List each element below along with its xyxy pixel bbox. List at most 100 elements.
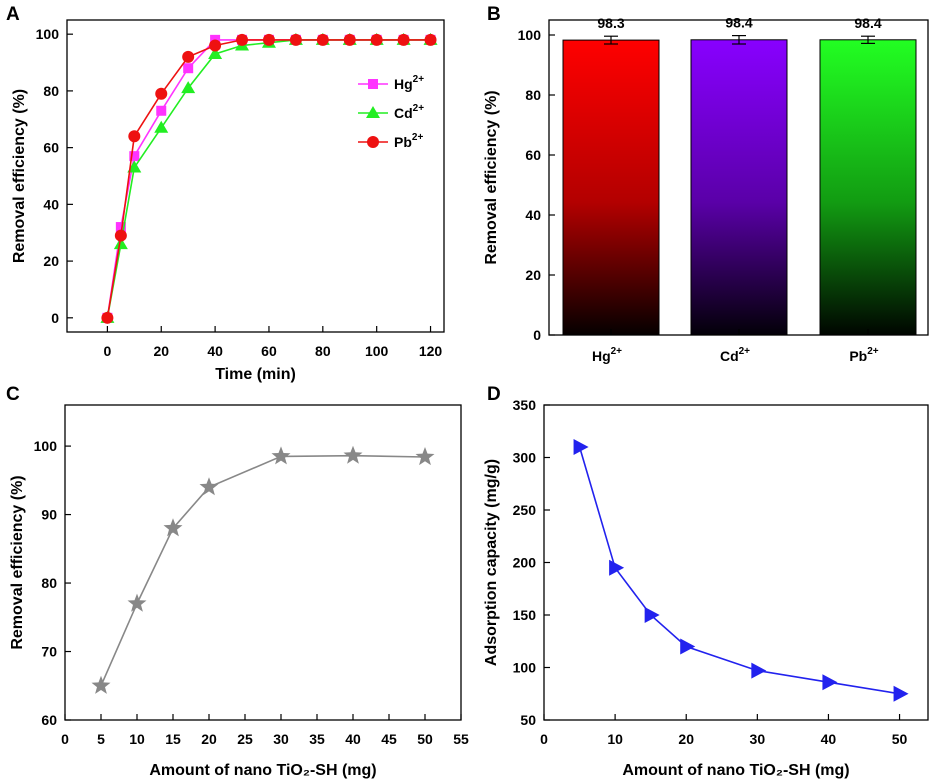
y-tick-label: 300 [513, 450, 537, 466]
panel-c-frame [64, 404, 462, 721]
series-line [100, 454, 426, 687]
x-tick-label-pb-charge: 2+ [867, 346, 879, 357]
data-point-cd [181, 81, 196, 94]
data-point-pb [397, 33, 410, 46]
x-tick-label: 60 [261, 343, 277, 359]
legend-label-cd: Cd2+ [394, 103, 424, 121]
series-line-cd [106, 39, 431, 318]
x-axis-label: Time (min) [215, 366, 296, 383]
data-point [343, 445, 363, 464]
y-axis-label: Adsorption capacity (mg/g) [483, 459, 500, 666]
panel-c: C 60 70 80 90 100 Removal efficiency (%) 0 5 10 15… [6, 384, 469, 779]
data-point-cd [113, 237, 128, 250]
y-axis-label: Removal efficiency (%) [483, 90, 500, 264]
legend-a: Hg2+Cd2+Pb2+ [358, 74, 424, 150]
data-point-pb [289, 33, 302, 46]
legend-label-hg-element: Hg [394, 76, 413, 92]
data-point-pb [182, 50, 195, 63]
data-point-pb [101, 311, 114, 324]
data-point [573, 439, 589, 455]
panel-d-frame [543, 404, 929, 721]
series-line-hg [106, 39, 431, 318]
data-point [127, 593, 147, 612]
y-tick-label: 100 [36, 26, 60, 42]
bar-group-cd: 98.4 Cd2+ [690, 15, 788, 364]
data-point-cd [208, 47, 223, 60]
y-tick-label: 0 [51, 310, 59, 326]
y-tick-label: 70 [41, 644, 57, 660]
y-tick-label: 150 [513, 607, 537, 623]
data-point [893, 685, 909, 702]
series-hg [102, 34, 436, 323]
x-tick-label-hg: Hg2+ [592, 346, 622, 364]
y-axis-label: Removal efficiency (%) [11, 89, 28, 263]
x-axis-label: Amount of nano TiO₂-SH (mg) [149, 762, 376, 779]
x-tick-label-hg-element: Hg [592, 348, 611, 364]
data-point-cd [154, 120, 169, 133]
bar-cd [690, 39, 788, 336]
data-point-pb [370, 33, 383, 46]
data-point-hg [183, 63, 194, 74]
bar-group-pb: 98.4 Pb2+ [819, 15, 917, 364]
x-tick-label: 50 [417, 731, 433, 747]
y-tick-label: 80 [525, 87, 541, 103]
panel-label-d: D [487, 384, 501, 405]
x-tick-label: 0 [61, 731, 69, 747]
x-tick-label: 30 [273, 731, 289, 747]
data-point [91, 675, 111, 694]
data-point-pb [262, 33, 275, 46]
y-tick-label: 0 [533, 327, 541, 343]
x-tick-label-cd-element: Cd [720, 348, 739, 364]
data-point-cd [127, 160, 142, 173]
x-tick-label: 55 [453, 731, 469, 747]
x-tick-label: 40 [207, 343, 223, 359]
y-tick-label: 60 [525, 147, 541, 163]
data-point [644, 607, 660, 623]
bar-group-hg: 98.3 Hg2+ [562, 15, 660, 364]
data-point [680, 638, 696, 655]
series-pb [101, 33, 437, 324]
y-tick-label: 40 [525, 207, 541, 223]
bar-hg [562, 39, 660, 336]
x-tick-label: 20 [678, 731, 694, 747]
bar-value-label: 98.3 [597, 15, 624, 31]
y-tick-label: 60 [43, 140, 59, 156]
series-adsorption-capacity [573, 439, 909, 702]
legend-label-pb: Pb2+ [394, 132, 423, 150]
legend-label-cd-element: Cd [394, 105, 413, 121]
panel-label-c: C [6, 384, 20, 405]
x-tick-label: 5 [97, 731, 105, 747]
legend-marker-cd [366, 106, 380, 118]
x-tick-label: 15 [165, 731, 181, 747]
x-tick-label: 10 [129, 731, 145, 747]
x-tick-label: 35 [309, 731, 325, 747]
data-point [751, 662, 767, 679]
y-tick-label: 100 [513, 660, 537, 676]
y-tick-label: 50 [520, 712, 536, 728]
data-point [163, 518, 183, 537]
panel-label-a: A [6, 4, 20, 25]
x-tick-label: 45 [381, 731, 397, 747]
y-tick-label: 80 [41, 575, 57, 591]
y-tick-label: 40 [43, 196, 59, 212]
x-tick-label: 0 [103, 343, 111, 359]
x-tick-label: 25 [237, 731, 253, 747]
y-tick-label: 100 [518, 27, 542, 43]
bar-value-label: 98.4 [725, 15, 752, 31]
legend-label-hg: Hg2+ [394, 74, 424, 92]
x-tick-label: 40 [821, 731, 837, 747]
bar-pb [819, 39, 917, 336]
y-tick-label: 250 [513, 502, 537, 518]
data-point [271, 446, 291, 465]
x-tick-label: 80 [315, 343, 331, 359]
y-tick-label: 20 [525, 267, 541, 283]
x-tick-label: 30 [750, 731, 766, 747]
x-axis-label: Amount of nano TiO₂-SH (mg) [622, 762, 849, 779]
series-line [578, 446, 900, 695]
y-tick-label: 100 [34, 438, 58, 454]
legend-label-cd-charge: 2+ [413, 103, 425, 114]
data-point [415, 447, 435, 466]
x-tick-label-cd-charge: 2+ [739, 346, 751, 357]
panel-a-frame [66, 19, 445, 333]
